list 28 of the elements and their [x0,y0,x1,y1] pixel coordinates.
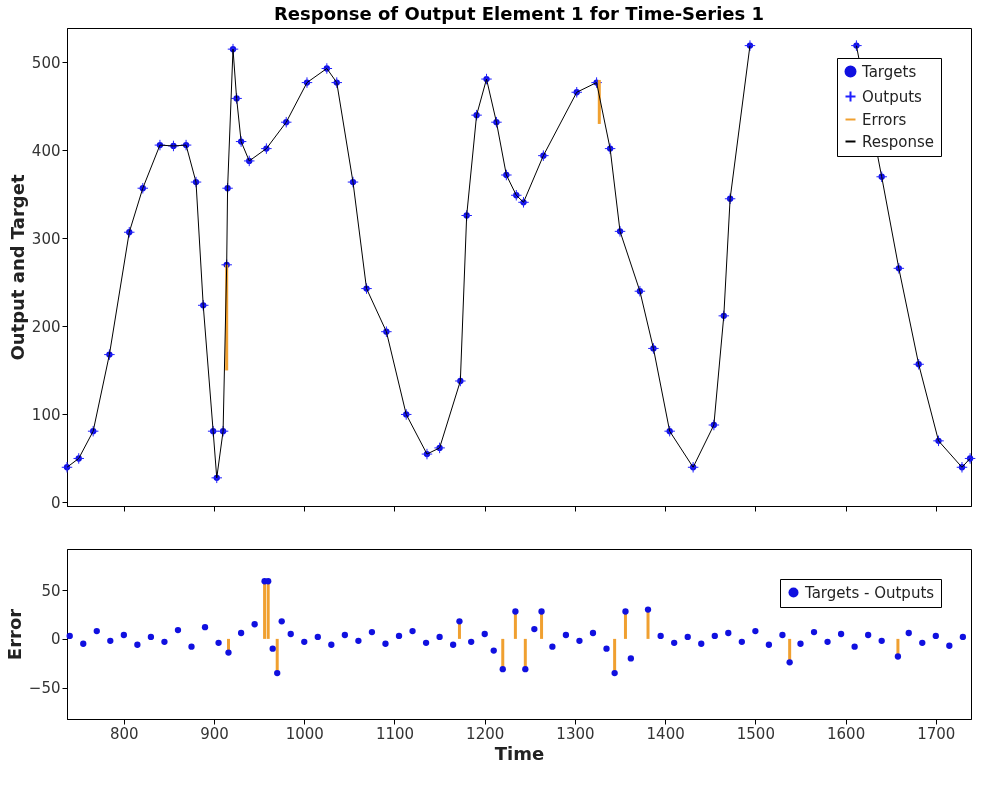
x-tick-label: 1100 [375,724,415,743]
x-tick-label: 900 [200,724,229,743]
y-tick-label: 0 [50,493,61,512]
y-tick-label: 200 [31,317,61,336]
y-tick-label: 50 [41,581,61,600]
y-tick-label: 500 [31,53,61,72]
chart-title: Response of Output Element 1 for Time-Series 1 [273,3,765,24]
legend-label: Response [862,132,935,151]
y-tick-label: 400 [31,141,61,160]
y-tick-label: 0 [50,630,61,649]
x-tick-label: 1000 [285,724,324,743]
x-tick-label: 1400 [646,724,685,743]
legend-label: Errors [862,110,907,129]
x-tick-label: 1200 [466,724,505,743]
y-tick-label: 100 [31,405,61,424]
x-tick-label: 1300 [556,724,595,743]
x-tick-label: 1700 [917,724,956,743]
legend-label: Outputs [862,87,923,106]
legend-label: Targets - Outputs [804,583,935,602]
legend-label: Targets [861,62,917,81]
x-tick-label: 800 [110,724,139,743]
y-axis-title: Output and Target [6,174,28,361]
y-tick-label: −50 [28,679,61,698]
x-tick-label: 1600 [827,724,866,743]
x-tick-label: 1500 [736,724,775,743]
y-tick-label: 300 [31,229,61,248]
y-axis-title: Error [3,608,25,661]
x-axis-title: Time [494,742,545,764]
